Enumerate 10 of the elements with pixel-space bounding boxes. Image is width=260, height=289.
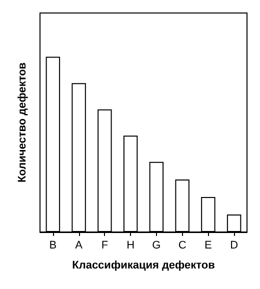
x-tick-label: C: [178, 240, 186, 252]
x-tick-label: D: [230, 240, 238, 252]
x-tick-label: E: [204, 240, 212, 252]
x-axis-title: Классификация дефектов: [72, 260, 216, 272]
x-tick-label: G: [152, 240, 161, 252]
x-tick-label: B: [49, 240, 57, 252]
x-tick-label: A: [75, 240, 84, 252]
x-tick-label: H: [126, 240, 135, 252]
x-tick-label: F: [101, 240, 108, 252]
y-axis-title: Количество дефектов: [16, 62, 28, 183]
